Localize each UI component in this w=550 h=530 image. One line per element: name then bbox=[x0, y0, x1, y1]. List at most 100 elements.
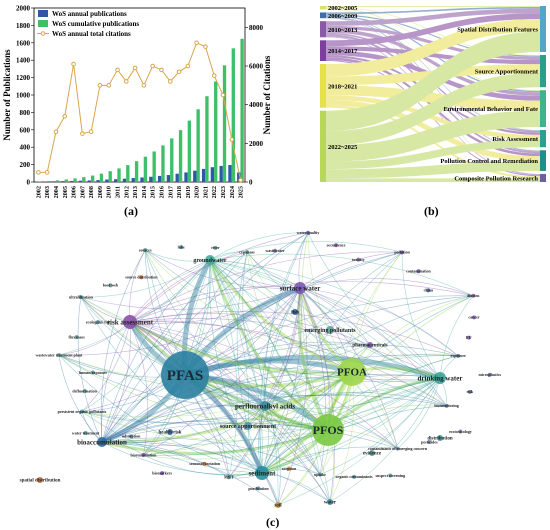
network-link-106 bbox=[145, 249, 301, 289]
network-link-113 bbox=[129, 318, 441, 379]
network-link-227 bbox=[101, 441, 331, 503]
bar-cumulative-2022 bbox=[214, 81, 218, 182]
bar-cumulative-2011 bbox=[117, 168, 121, 182]
network-link-191 bbox=[209, 259, 353, 373]
network-link-183 bbox=[143, 377, 441, 456]
network-link-16 bbox=[184, 343, 459, 376]
network-link-221 bbox=[101, 440, 263, 474]
network-link-268 bbox=[144, 249, 266, 407]
bar-annual-2008 bbox=[87, 180, 91, 182]
network-node-54 bbox=[78, 295, 83, 300]
legend: WoS annual publications WoS cumulative pu… bbox=[37, 10, 139, 38]
y-tick-label-9: 1800 bbox=[16, 22, 31, 30]
network-link-41 bbox=[327, 252, 403, 431]
network-link-126 bbox=[129, 321, 398, 449]
bar-cumulative-2007 bbox=[82, 177, 86, 182]
bar-annual-2020 bbox=[193, 170, 197, 182]
network-node-36 bbox=[395, 446, 400, 451]
network-link-57 bbox=[129, 320, 353, 375]
network-link-233 bbox=[101, 394, 447, 443]
network-link-167 bbox=[261, 377, 441, 474]
network-link-240 bbox=[77, 297, 103, 443]
network-link-220 bbox=[101, 321, 131, 443]
network-label-28: cancer bbox=[468, 315, 480, 320]
bar-cumulative-2008 bbox=[90, 175, 95, 182]
y-tick-label-0: 0 bbox=[27, 179, 31, 187]
network-link-165 bbox=[299, 287, 441, 379]
network-link-246 bbox=[264, 287, 301, 407]
sankey-right-label-5: Composite Pollution Research bbox=[454, 175, 538, 182]
network-node-53 bbox=[96, 320, 101, 325]
network-node-46 bbox=[129, 434, 134, 439]
citation-point-2019 bbox=[185, 63, 191, 69]
network-link-112 bbox=[129, 321, 263, 474]
network-link-115 bbox=[101, 321, 131, 443]
network-label-6: drinking water bbox=[418, 374, 463, 382]
network-label-7: groundwater bbox=[193, 258, 227, 264]
keyword-network-panel: PFAS PFOS PFOA surface water risk assessment… bbox=[0, 200, 550, 530]
citation-point-2012 bbox=[124, 79, 129, 84]
network-link-78 bbox=[80, 296, 353, 373]
network-link-197 bbox=[209, 259, 266, 407]
network-link-137 bbox=[261, 371, 353, 474]
network-link-116 bbox=[129, 321, 266, 407]
network-label-31: microplastics bbox=[478, 372, 501, 377]
network-label-25: contamination bbox=[406, 269, 431, 274]
network-link-89 bbox=[264, 287, 301, 407]
network-link-157 bbox=[81, 411, 263, 474]
network-link-107 bbox=[246, 251, 301, 289]
network-link-88 bbox=[101, 287, 301, 443]
network-link-104 bbox=[58, 287, 301, 356]
network-link-90 bbox=[247, 287, 301, 427]
network-node-7 bbox=[205, 255, 215, 265]
network-link-52 bbox=[144, 249, 329, 431]
network-link-82 bbox=[299, 287, 330, 431]
network-link-208 bbox=[209, 259, 321, 475]
network-link-225 bbox=[101, 421, 249, 443]
network-node-38 bbox=[352, 474, 357, 479]
network-link-127 bbox=[129, 321, 321, 475]
bar-cumulative-2012 bbox=[126, 165, 130, 182]
x-tick-label-2011: 2011 bbox=[115, 186, 122, 198]
sankey-left-label-5: 2022~2025 bbox=[328, 144, 358, 151]
network-node-14 bbox=[37, 477, 43, 483]
x-tick-label-2012: 2012 bbox=[123, 186, 130, 198]
network-link-253 bbox=[264, 344, 371, 407]
citation-point-2024 bbox=[229, 137, 235, 142]
y-tick-label-6: 1200 bbox=[16, 74, 31, 82]
sankey-link-3-0 bbox=[326, 13, 540, 47]
sankey-left-label-0: 2002~2005 bbox=[328, 5, 358, 12]
network-link-194 bbox=[209, 259, 263, 474]
network-link-79 bbox=[144, 249, 353, 373]
sankey-link-2-0 bbox=[326, 8, 540, 26]
network-link-159 bbox=[80, 296, 263, 474]
bar-annual-2012 bbox=[122, 178, 127, 182]
citations-line bbox=[38, 42, 242, 181]
network-link-242 bbox=[101, 251, 248, 443]
network-link-151 bbox=[261, 355, 459, 474]
citation-point-2011 bbox=[115, 67, 120, 73]
x-tick-label-2022: 2022 bbox=[211, 186, 218, 198]
network-node-27 bbox=[471, 293, 476, 298]
network-link-176 bbox=[401, 252, 441, 379]
network-link-213 bbox=[80, 259, 211, 298]
network-node-18 bbox=[275, 502, 281, 508]
y2-tick-label-0: 0 bbox=[249, 179, 253, 187]
network-link-80 bbox=[246, 251, 353, 373]
network-label-21: water quality bbox=[297, 230, 320, 235]
network-node-3 bbox=[294, 282, 306, 294]
bar-annual-2014 bbox=[140, 177, 144, 182]
network-link-236 bbox=[101, 441, 230, 478]
network-node-12 bbox=[367, 342, 373, 348]
network-label-29: EU bbox=[466, 335, 472, 340]
y-axis-title: Number of Publications bbox=[2, 49, 12, 141]
bar-cumulative-2005 bbox=[64, 179, 68, 182]
network-node-60 bbox=[245, 250, 250, 255]
network-node-43 bbox=[202, 461, 207, 466]
citation-point-2015 bbox=[150, 63, 155, 69]
network-link-193 bbox=[129, 259, 211, 323]
network-label-41: purification bbox=[248, 486, 269, 491]
bar-annual-2017 bbox=[166, 175, 171, 182]
network-link-222 bbox=[101, 374, 441, 443]
network-link-129 bbox=[129, 321, 149, 456]
